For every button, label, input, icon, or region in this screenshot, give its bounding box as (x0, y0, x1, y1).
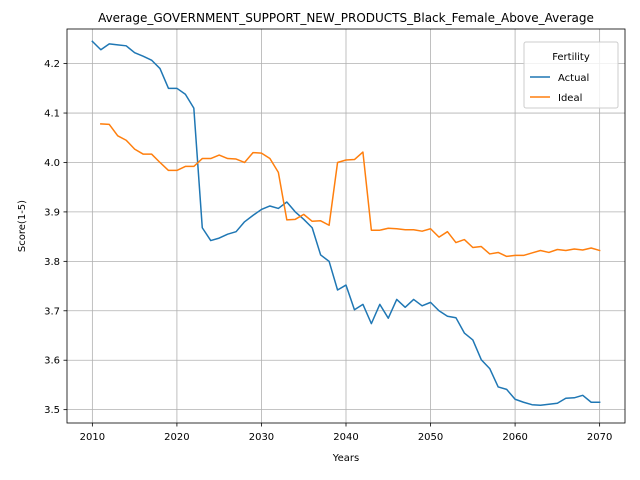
legend-box (523, 41, 619, 109)
x-tick-label: 2020 (164, 432, 189, 443)
legend-label-actual: Actual (558, 73, 589, 84)
y-tick-label: 4.0 (44, 158, 60, 169)
legend-title: Fertility (552, 52, 590, 63)
y-tick-label: 3.8 (44, 257, 60, 268)
x-tick-label: 2070 (587, 432, 612, 443)
x-tick-label: 2040 (333, 432, 358, 443)
y-tick-label: 3.7 (44, 306, 60, 317)
series-line-ideal (100, 123, 601, 258)
x-tick-label: 2060 (502, 432, 527, 443)
x-axis-title: Years (332, 453, 359, 464)
x-tick-label: 2030 (249, 432, 274, 443)
tick-layer: 2010 2020 2030 2040 2050 2060 2070 3.5 3.6 3.7 3.8… (44, 59, 612, 443)
y-tick-label: 4.1 (44, 109, 60, 120)
chart-title: Average_GOVERNMENT_SUPPORT_NEW_PRODUCTS_… (98, 11, 594, 25)
legend-label-ideal: Ideal (558, 93, 582, 104)
series-line-actual (91, 40, 601, 406)
y-tick-label: 4.2 (44, 59, 60, 70)
y-tick-label: 3.5 (44, 405, 60, 416)
grid-layer (67, 29, 625, 423)
series-layer (91, 40, 601, 406)
y-axis-title: Score(1-5) (17, 200, 28, 252)
y-tick-label: 3.9 (44, 207, 60, 218)
x-tick-label: 2050 (418, 432, 443, 443)
legend-items: Actual Ideal (530, 73, 589, 104)
y-tick-label: 3.6 (44, 356, 60, 367)
legend: Fertility Actual Ideal (523, 41, 619, 109)
x-tick-label: 2010 (80, 432, 105, 443)
